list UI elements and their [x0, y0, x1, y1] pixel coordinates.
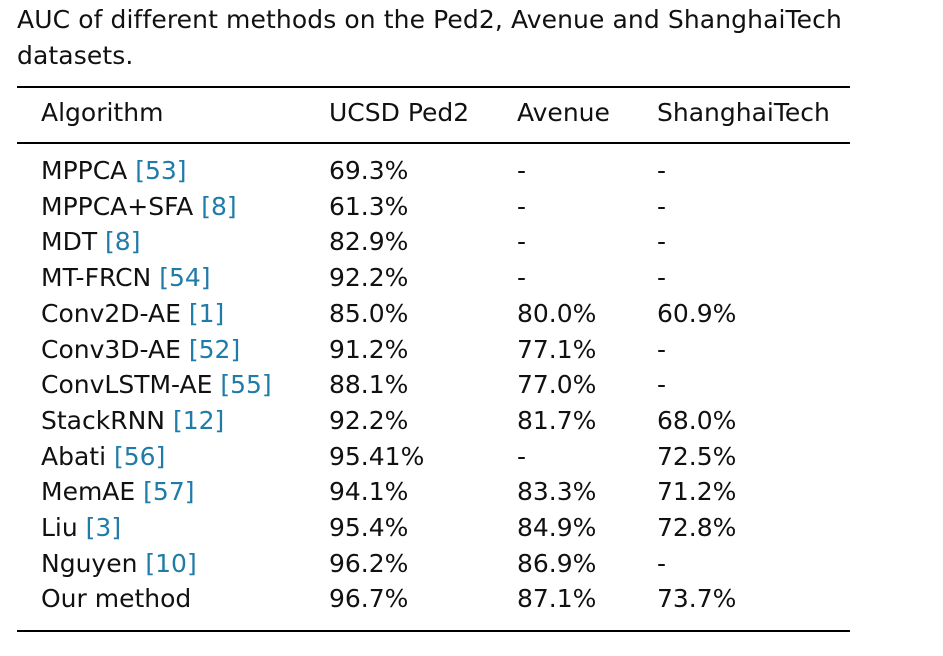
cell-avenue: -: [517, 191, 527, 221]
cell-shanghaitech: -: [657, 548, 667, 578]
cell-algorithm: Nguyen [10]: [41, 547, 197, 581]
cell-algorithm: Our method: [41, 582, 191, 616]
table-header-rule: [17, 142, 850, 144]
citation-link[interactable]: [54]: [159, 263, 211, 293]
method-name: MemAE: [41, 477, 136, 507]
cell-avenue: -: [517, 227, 527, 257]
cell-avenue: 81.7%: [517, 405, 597, 435]
cell-shanghaitech: 60.9%: [657, 298, 737, 328]
method-name: StackRNN: [41, 405, 165, 435]
method-name: Nguyen: [41, 548, 138, 578]
citation-link[interactable]: [57]: [143, 477, 195, 507]
cell-shanghaitech: -: [657, 370, 667, 400]
cell-avenue: 77.0%: [517, 370, 597, 400]
cell-ucsd-ped2: 91.2%: [329, 334, 409, 364]
citation-link[interactable]: [3]: [85, 513, 122, 542]
cell-shanghaitech: 68.0%: [657, 405, 737, 435]
cell-avenue: -: [517, 441, 527, 471]
citation-link[interactable]: [8]: [201, 191, 237, 221]
citation-link[interactable]: [53]: [135, 156, 187, 185]
cell-algorithm: Conv3D-AE [52]: [41, 333, 240, 367]
cell-shanghaitech: -: [657, 227, 667, 257]
method-name: Conv3D-AE: [41, 334, 181, 364]
cell-algorithm: Conv2D-AE [1]: [41, 297, 224, 331]
cell-algorithm: MemAE [57]: [41, 475, 194, 509]
cell-shanghaitech: 71.2%: [657, 477, 737, 507]
cell-ucsd-ped2: 96.7%: [329, 584, 409, 614]
citation-link[interactable]: [8]: [105, 227, 141, 257]
cell-shanghaitech: -: [657, 263, 667, 293]
cell-ucsd-ped2: 95.4%: [329, 513, 409, 542]
citation-link[interactable]: [55]: [220, 370, 272, 400]
cell-algorithm: Liu [3]: [41, 511, 121, 545]
cell-shanghaitech: -: [657, 191, 667, 221]
header-ucsd-ped2: UCSD Ped2: [329, 98, 470, 127]
cell-ucsd-ped2: 88.1%: [329, 370, 409, 400]
cell-ucsd-ped2: 61.3%: [329, 191, 409, 221]
cell-avenue: -: [517, 263, 527, 293]
cell-algorithm: ConvLSTM-AE [55]: [41, 368, 272, 402]
cell-algorithm: StackRNN [12]: [41, 404, 224, 438]
table-caption: AUC of different methods on the Ped2, Av…: [17, 5, 842, 70]
cell-ucsd-ped2: 69.3%: [329, 156, 409, 185]
cell-shanghaitech: -: [657, 334, 667, 364]
citation-link[interactable]: [1]: [188, 298, 225, 328]
method-name: ConvLSTM-AE: [41, 370, 213, 400]
method-name: MT-FRCN: [41, 263, 152, 293]
cell-shanghaitech: 72.8%: [657, 513, 737, 542]
cell-ucsd-ped2: 95.41%: [329, 441, 425, 471]
header-shanghaitech: ShanghaiTech: [657, 98, 830, 127]
citation-link[interactable]: [52]: [188, 334, 241, 364]
table-top-rule: [17, 86, 850, 88]
cell-ucsd-ped2: 85.0%: [329, 298, 409, 328]
method-name: Conv2D-AE: [41, 298, 181, 328]
cell-shanghaitech: 73.7%: [657, 584, 737, 614]
cell-algorithm: Abati [56]: [41, 440, 165, 474]
cell-avenue: 83.3%: [517, 477, 597, 507]
cell-ucsd-ped2: 96.2%: [329, 548, 409, 578]
cell-shanghaitech: -: [657, 156, 667, 185]
cell-algorithm: MPPCA+SFA [8]: [41, 190, 237, 224]
cell-ucsd-ped2: 94.1%: [329, 477, 409, 507]
cell-ucsd-ped2: 82.9%: [329, 227, 409, 257]
method-name: MPPCA: [41, 156, 128, 185]
cell-ucsd-ped2: 92.2%: [329, 405, 409, 435]
cell-algorithm: MDT [8]: [41, 225, 140, 259]
cell-ucsd-ped2: 92.2%: [329, 263, 409, 293]
method-name: Our method: [41, 584, 192, 614]
method-name: MDT: [41, 227, 98, 257]
citation-link[interactable]: [12]: [172, 405, 225, 435]
cell-algorithm: MT-FRCN [54]: [41, 261, 211, 295]
cell-avenue: 84.9%: [517, 513, 597, 542]
cell-algorithm: MPPCA [53]: [41, 154, 187, 188]
method-name: MPPCA+SFA: [41, 191, 194, 221]
cell-shanghaitech: 72.5%: [657, 441, 737, 471]
cell-avenue: 87.1%: [517, 584, 597, 614]
citation-link[interactable]: [10]: [145, 548, 197, 578]
cell-avenue: 80.0%: [517, 298, 597, 328]
cell-avenue: 86.9%: [517, 548, 597, 578]
table-bottom-rule: [17, 630, 850, 632]
cell-avenue: -: [517, 156, 527, 185]
citation-link[interactable]: [56]: [114, 441, 166, 471]
method-name: Abati: [41, 441, 107, 471]
header-avenue: Avenue: [517, 98, 610, 127]
cell-avenue: 77.1%: [517, 334, 597, 364]
header-algorithm: Algorithm: [41, 98, 164, 127]
method-name: Liu: [41, 513, 78, 542]
